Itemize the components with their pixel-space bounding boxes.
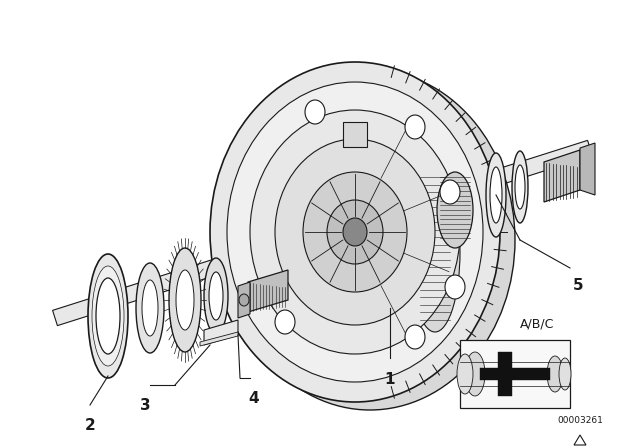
- Ellipse shape: [227, 82, 483, 382]
- Text: 4: 4: [249, 391, 259, 406]
- Polygon shape: [343, 122, 367, 147]
- Polygon shape: [574, 435, 586, 445]
- Ellipse shape: [490, 167, 502, 223]
- Bar: [498, 352, 512, 396]
- Polygon shape: [204, 320, 238, 345]
- Ellipse shape: [405, 115, 425, 139]
- Ellipse shape: [142, 280, 158, 336]
- Ellipse shape: [486, 153, 506, 237]
- Ellipse shape: [92, 266, 124, 366]
- Ellipse shape: [225, 70, 515, 410]
- Text: 3: 3: [140, 398, 150, 413]
- Ellipse shape: [343, 218, 367, 246]
- Ellipse shape: [209, 272, 223, 320]
- Ellipse shape: [210, 62, 500, 402]
- Text: 1: 1: [385, 372, 396, 387]
- Bar: [480, 368, 550, 380]
- Text: A/B/C: A/B/C: [520, 317, 554, 330]
- Polygon shape: [248, 270, 288, 312]
- Text: 5: 5: [573, 278, 583, 293]
- Ellipse shape: [512, 151, 528, 223]
- Ellipse shape: [457, 354, 473, 394]
- Ellipse shape: [327, 200, 383, 264]
- Ellipse shape: [515, 165, 525, 209]
- Text: 00003261: 00003261: [557, 415, 603, 425]
- Polygon shape: [580, 143, 595, 195]
- Ellipse shape: [437, 172, 473, 248]
- Ellipse shape: [88, 254, 128, 378]
- Ellipse shape: [445, 275, 465, 299]
- Bar: [460, 340, 570, 408]
- Ellipse shape: [440, 180, 460, 204]
- Ellipse shape: [405, 325, 425, 349]
- Ellipse shape: [204, 258, 228, 334]
- Text: 2: 2: [84, 418, 95, 433]
- Ellipse shape: [303, 172, 407, 292]
- Ellipse shape: [136, 263, 164, 353]
- Polygon shape: [238, 282, 250, 318]
- Ellipse shape: [169, 248, 201, 352]
- Ellipse shape: [410, 172, 460, 332]
- Ellipse shape: [250, 110, 460, 354]
- Ellipse shape: [305, 100, 325, 124]
- Ellipse shape: [559, 358, 571, 390]
- Ellipse shape: [547, 356, 563, 392]
- Ellipse shape: [465, 352, 485, 396]
- Ellipse shape: [239, 294, 249, 306]
- Polygon shape: [52, 140, 593, 326]
- Ellipse shape: [96, 278, 120, 354]
- Polygon shape: [544, 150, 580, 202]
- Polygon shape: [200, 332, 238, 346]
- Ellipse shape: [275, 139, 435, 325]
- Ellipse shape: [176, 270, 194, 330]
- Ellipse shape: [275, 310, 295, 334]
